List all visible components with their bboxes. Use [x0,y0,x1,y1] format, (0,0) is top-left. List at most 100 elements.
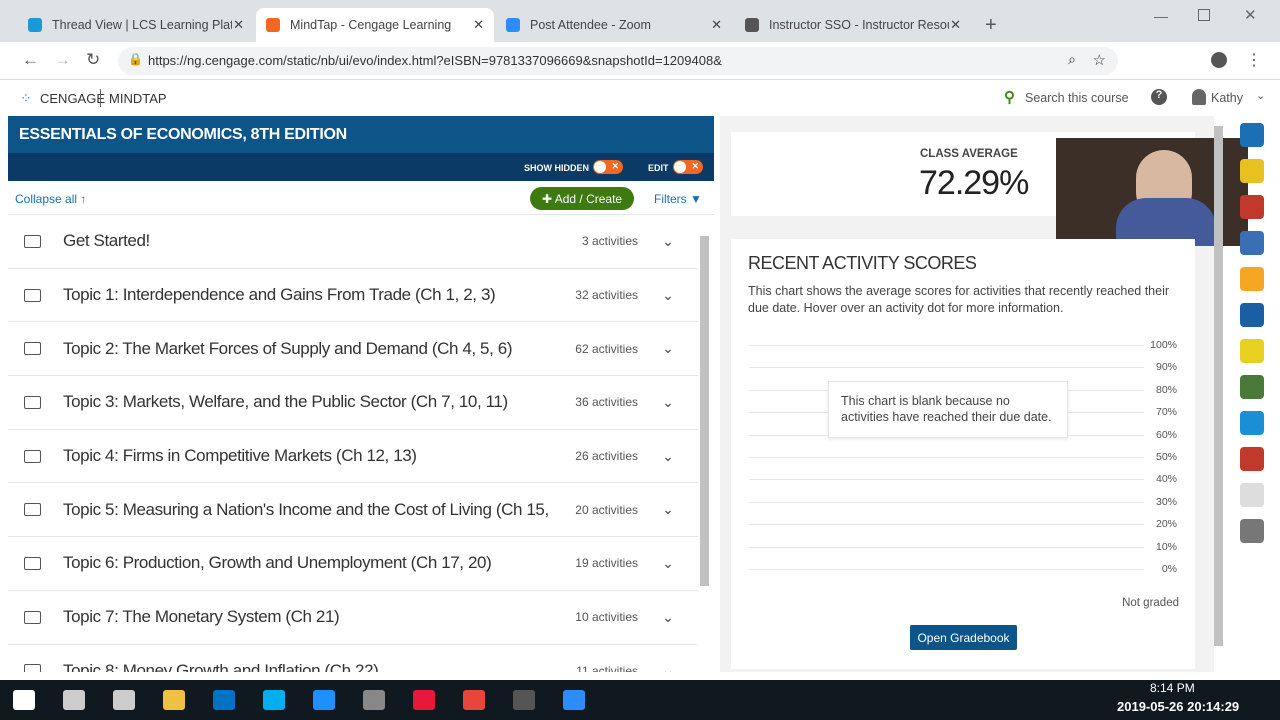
show-hidden-toggle[interactable] [593,160,623,174]
minimize-button[interactable]: — [1154,8,1168,24]
star-icon[interactable]: ☆ [1092,52,1106,69]
tab-title: Thread View | LCS Learning Platf [52,18,232,32]
unit-row[interactable]: Topic 2: The Market Forces of Supply and… [8,322,698,377]
dashboard-panel: CLASS AVERAGE 72.29% RECENT ACTIVITY SCO… [720,116,1248,672]
chevron-down-icon[interactable]: ⌄ [662,554,674,571]
dock-app-icon[interactable] [1240,483,1264,507]
menu-icon[interactable]: ⋮ [1246,52,1262,69]
close-tab-icon[interactable]: ✕ [473,17,484,32]
new-tab-button[interactable]: + [985,14,997,36]
chevron-down-icon[interactable]: ⌄ [662,340,674,357]
unit-title[interactable]: Topic 6: Production, Growth and Unemploy… [63,553,492,573]
chevron-down-icon[interactable]: ⌄ [662,286,674,303]
chevron-down-icon[interactable]: ⌄ [662,608,674,625]
browser-tab[interactable]: Instructor SSO - Instructor Resou ✕ [735,8,971,42]
unit-row[interactable]: Topic 1: Interdependence and Gains From … [8,269,698,323]
unit-row[interactable]: Topic 8: Money Growth and Inflation (Ch … [8,645,698,672]
chevron-down-icon: ⌄ [1256,90,1266,102]
taskbar-app-icon[interactable] [413,690,435,710]
dock-app-icon[interactable] [1240,159,1264,183]
collapse-all-link[interactable]: Collapse all ↑ [15,192,87,206]
unit-title[interactable]: Topic 2: The Market Forces of Supply and… [63,338,513,358]
dock-app-icon[interactable] [1240,303,1264,327]
profile-icon[interactable] [1211,52,1227,68]
unit-row[interactable]: Topic 6: Production, Growth and Unemploy… [8,537,698,591]
activity-count: 3 activities [581,234,638,249]
taskbar-app-icon[interactable] [263,690,285,710]
y-tick-label: 30% [1155,495,1177,508]
help-icon[interactable]: ? [1151,89,1167,105]
y-tick-label: 40% [1155,473,1177,486]
browser-tab[interactable]: Post Attendee - Zoom ✕ [496,8,732,42]
browser-tab[interactable]: Thread View | LCS Learning Platf ✕ [18,8,254,42]
scrollbar[interactable] [700,236,709,586]
taskbar-app-icon[interactable] [463,690,485,710]
user-menu[interactable]: Kathy [1211,91,1243,105]
clock-time: 8:14 PM [1150,681,1195,695]
folder-icon [24,610,41,624]
chevron-down-icon[interactable]: ⌄ [662,447,674,464]
gridline [749,367,1144,369]
dock-app-icon[interactable] [1240,231,1264,255]
class-average-value: 72.29% [919,164,1029,202]
recent-activity-description: This chart shows the average scores for … [748,284,1170,315]
gridline [749,546,1144,548]
unit-title[interactable]: Topic 5: Measuring a Nation's Income and… [63,499,548,519]
tab-title: Post Attendee - Zoom [530,18,651,32]
unit-title[interactable]: Topic 8: Money Growth and Inflation (Ch … [63,660,379,672]
taskbar-app-icon[interactable] [563,690,585,710]
cengage-header: ⁘ CENGAGE MINDTAP ⚲ Search this course ?… [0,80,1280,116]
maximize-button[interactable] [1198,9,1210,21]
dock-app-icon[interactable] [1240,339,1264,363]
dock-app-icon[interactable] [1240,123,1264,147]
unit-title[interactable]: Topic 4: Firms in Competitive Markets (C… [63,446,417,466]
zoom-icon[interactable]: ⌕ [1068,51,1076,67]
blank-chart-message: This chart is blank because no activitie… [828,381,1068,438]
forward-icon[interactable]: → [54,50,71,69]
taskbar-app-icon[interactable] [363,690,385,710]
taskbar-app-icon[interactable] [513,690,535,710]
unit-row[interactable]: Topic 3: Markets, Welfare, and the Publi… [8,376,698,430]
edit-toggle[interactable] [673,160,703,174]
gridline [749,501,1144,503]
unit-title[interactable]: Topic 1: Interdependence and Gains From … [63,285,496,305]
taskbar-app-icon[interactable] [63,690,85,710]
chevron-down-icon[interactable]: ⌄ [662,393,674,410]
reload-icon[interactable]: ↻ [86,50,101,69]
close-tab-icon[interactable]: ✕ [950,17,961,32]
chevron-down-icon[interactable]: ⌄ [662,232,674,249]
close-window-button[interactable]: ✕ [1244,7,1257,24]
dock-app-icon[interactable] [1240,195,1264,219]
taskbar-app-icon[interactable] [113,690,135,710]
add-create-button[interactable]: ✚ Add / Create [530,187,635,210]
back-icon[interactable]: ← [22,50,39,69]
browser-tab[interactable]: MindTap - Cengage Learning ✕ [256,8,494,42]
unit-title[interactable]: Get Started! [63,231,150,251]
url-field[interactable]: 🔒 https://ng.cengage.com/static/nb/ui/evo… [118,47,1118,75]
dock-app-icon[interactable] [1240,267,1264,291]
dock-app-icon[interactable] [1240,519,1264,543]
unit-row[interactable]: Topic 4: Firms in Competitive Markets (C… [8,430,698,484]
open-gradebook-button[interactable]: Open Gradebook [910,625,1017,650]
unit-row[interactable]: Topic 5: Measuring a Nation's Income and… [8,483,698,538]
recent-activity-card: RECENT ACTIVITY SCORES This chart shows … [731,239,1195,669]
search-course-input[interactable]: Search this course [1025,91,1129,105]
unit-title[interactable]: Topic 3: Markets, Welfare, and the Publi… [63,392,508,412]
dock-app-icon[interactable] [1240,375,1264,399]
close-tab-icon[interactable]: ✕ [233,17,244,32]
taskbar-app-icon[interactable] [213,690,235,710]
close-tab-icon[interactable]: ✕ [711,17,722,32]
right-scrollbar[interactable] [1214,126,1223,646]
taskbar-app-icon[interactable] [163,690,185,710]
unit-title[interactable]: Topic 7: The Monetary System (Ch 21) [63,607,340,627]
chevron-down-icon[interactable]: ⌄ [662,501,674,518]
taskbar-app-icon[interactable] [13,690,35,710]
taskbar-app-icon[interactable] [313,690,335,710]
chevron-down-icon[interactable]: ⌄ [662,662,674,672]
timestamp-overlay: 2019-05-26 20:14:29 [1117,699,1240,714]
filters-button[interactable]: Filters ▼ [654,192,702,206]
unit-row[interactable]: Get Started! 3 activities ⌄ [8,215,698,269]
unit-row[interactable]: Topic 7: The Monetary System (Ch 21) 10 a… [8,591,698,645]
dock-app-icon[interactable] [1240,447,1264,471]
dock-app-icon[interactable] [1240,411,1264,435]
